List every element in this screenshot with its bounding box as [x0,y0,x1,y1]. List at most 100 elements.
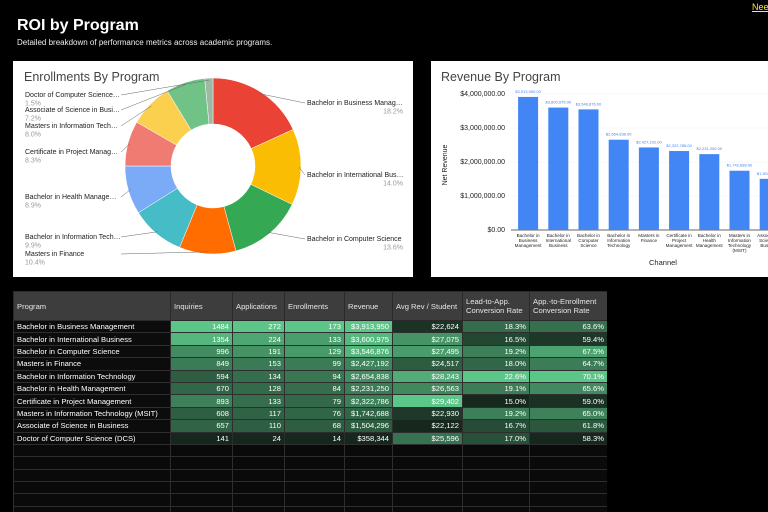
table-cell: 19.2% [462,344,530,359]
table-cell: 19.2% [462,406,530,421]
table-cell: 153 [232,357,285,371]
slice-label: Certificate in Project Manag… [25,149,118,156]
slice-label: Bachelor in Computer Science [307,236,402,243]
leader-line [120,84,187,111]
table-cell: Bachelor in Business Management [13,319,171,334]
empty-cell [344,468,393,483]
bar [729,170,750,230]
x-tick-label: Bachelor in Health Management [695,233,723,248]
table-cell: $26,563 [392,381,463,396]
table-cell: $28,243 [392,369,463,383]
help-link[interactable]: Nee [752,2,768,12]
column-header: Avg Rev / Student [392,291,463,321]
slice-label: Bachelor in Information Tech… [25,234,121,241]
empty-cell [170,505,233,512]
table-cell: 117 [232,406,285,421]
bar [638,147,659,230]
slice-value: 13.6% [383,244,403,251]
table-cell: 76 [284,406,345,421]
table-cell: $3,546,876 [344,344,393,359]
empty-cell [232,443,285,458]
slice-value: 8.0% [25,131,41,138]
bar [578,109,599,230]
y-tick-label: $2,000,000.00 [460,159,505,166]
table-cell: $1,742,688 [344,406,393,421]
x-tick-label: Bachelor in International Business [545,233,571,248]
empty-row [13,505,607,512]
table-cell: 68 [284,419,345,433]
column-header: App.-to-Enrollment Conversion Rate [529,291,607,321]
empty-cell [392,443,463,458]
table-cell: $1,504,296 [344,419,393,433]
table-cell: $3,600,975 [344,332,393,346]
table-cell: 24 [232,431,285,445]
empty-cell [462,456,530,470]
leader-line [120,105,152,127]
table-cell: $2,231,250 [344,381,393,396]
leader-line [120,143,131,153]
table-cell: $2,322,786 [344,394,393,408]
table-cell: $3,913,950 [344,319,393,334]
table-cell: 18.0% [462,357,530,371]
empty-cell [529,468,607,483]
table-cell: Masters in Finance [13,357,171,371]
table-cell: $29,402 [392,394,463,408]
slice-label: Doctor of Computer Science… [25,92,120,99]
table-cell: 141 [170,431,233,445]
data-label: $2,654,838.00 [606,132,632,137]
table-cell: 133 [232,394,285,408]
table-cell: 15.0% [462,394,530,408]
empty-cell [392,493,463,507]
table-cell: 134 [232,369,285,383]
empty-cell [462,505,530,512]
empty-cell [284,481,345,495]
empty-cell [462,481,530,495]
column-header: Inquiries [170,291,233,321]
empty-row [13,443,607,458]
slice-label: Associate of Science in Busi… [25,107,120,114]
pie-card: Enrollments By Program Bachelor in Busin… [13,61,413,277]
slice-value: 1.5% [25,100,41,107]
table-row: Bachelor in Health Management 670 128 84 $2,… [13,381,607,396]
bar [518,96,539,230]
table-cell: Doctor of Computer Science (DCS) [13,431,171,445]
table-cell: 133 [284,332,345,346]
table-cell: 65.0% [529,406,607,421]
empty-cell [344,493,393,507]
table-cell: $22,624 [392,319,463,334]
data-label: $3,546,876.00 [576,101,602,106]
table-cell: Masters in Information Technology (MSIT) [13,406,171,421]
x-tick-label: Bachelor in Business Management [514,233,542,248]
table-container: Program Inquiries Applications Enrollments R… [13,291,607,512]
empty-cell [344,505,393,512]
leader-line [120,231,158,238]
empty-cell [462,468,530,483]
empty-cell [392,456,463,470]
slice-value: 7.2% [25,115,41,122]
empty-cell [344,456,393,470]
data-label: $2,231,250.00 [697,146,723,151]
slice-value: 14.0% [383,180,403,187]
table-cell: 99 [284,357,345,371]
slice-value: 18.2% [383,108,403,115]
empty-cell [344,443,393,458]
slice-label: Masters in Finance [25,251,84,258]
bar-chart: Revenue By Program Net Revenue Channel $… [441,70,768,267]
slice-value: 9.9% [25,242,41,249]
table-row: Associate of Science in Business 657 110 68… [13,419,607,433]
slice-label: Bachelor in Business Manag… [307,100,403,107]
table-cell: 22.6% [462,369,530,383]
table-cell: 1484 [170,319,233,334]
table-cell: 61.8% [529,419,607,433]
empty-cell [232,493,285,507]
table-cell: 129 [284,344,345,359]
leader-line [120,79,209,96]
empty-cell [529,456,607,470]
table-cell: Bachelor in Information Technology [13,369,171,383]
pie-slice [204,77,214,125]
table-row: Bachelor in International Business 1354 22… [13,332,607,346]
empty-cell [13,456,171,470]
table-cell: Bachelor in Computer Science [13,344,171,359]
empty-cell [529,481,607,495]
